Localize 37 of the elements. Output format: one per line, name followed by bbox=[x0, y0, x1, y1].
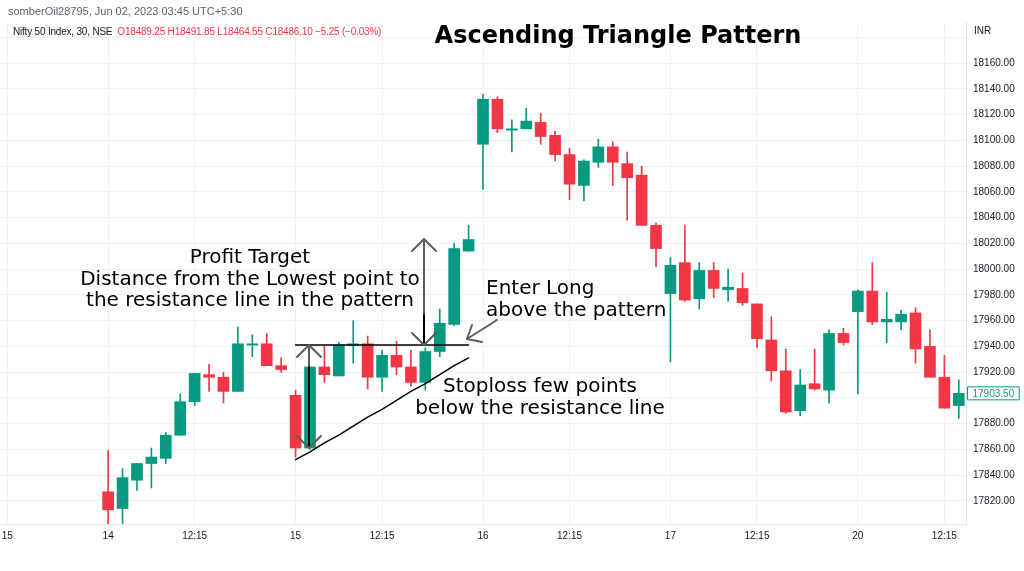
annotation: O18489.25 H18491.85 L18464.55 C18486.10 −5.25 (−0.03%) bbox=[117, 26, 382, 37]
text: 17903.50 bbox=[972, 387, 1015, 399]
y-tick-label: 18060.00 bbox=[973, 185, 1016, 197]
y-tick-label: 17860.00 bbox=[973, 443, 1016, 455]
annotation: Profit Target Distance from the Lowest point to the resistance line in the pattern bbox=[80, 244, 420, 312]
y-tick-label: 17820.00 bbox=[973, 494, 1016, 506]
y-tick-label: 17980.00 bbox=[973, 288, 1016, 300]
x-tick-label: 15 bbox=[1, 529, 14, 541]
y-tick-label: 18020.00 bbox=[973, 237, 1016, 249]
y-tick-label: 18000.00 bbox=[973, 262, 1016, 274]
y-tick-label: 18080.00 bbox=[973, 159, 1016, 171]
x-tick-label: 16 bbox=[477, 529, 489, 541]
y-tick-label: 17960.00 bbox=[973, 314, 1016, 326]
annotation: Stoploss few points below the resistance line bbox=[415, 373, 665, 419]
annotation: Enter Long above the pattern bbox=[486, 275, 667, 321]
x-tick-label: 12:15 bbox=[744, 529, 770, 541]
y-tick-label: 17920.00 bbox=[973, 365, 1016, 377]
x-tick-label: 12:15 bbox=[556, 529, 583, 541]
y-tick-label: 18040.00 bbox=[973, 211, 1016, 223]
x-tick-label: 12:15 bbox=[931, 529, 958, 541]
y-tick-label: 18160.00 bbox=[973, 56, 1016, 68]
chart-title: Ascending Triangle Pattern bbox=[434, 21, 802, 49]
x-tick-label: 20 bbox=[852, 529, 864, 541]
y-tick-label: 17840.00 bbox=[973, 468, 1016, 480]
x-tick-label: 15 bbox=[290, 529, 302, 541]
x-tick-label: 12:15 bbox=[182, 529, 208, 541]
y-tick-label: 18140.00 bbox=[973, 82, 1016, 94]
y-tick-label: 17940.00 bbox=[973, 340, 1016, 352]
y-axis-title: INR bbox=[974, 25, 992, 36]
x-tick-label: 14 bbox=[102, 529, 115, 541]
y-tick-label: 17880.00 bbox=[973, 417, 1016, 429]
x-tick-label: 12:15 bbox=[369, 529, 396, 541]
y-tick-label: 18100.00 bbox=[973, 134, 1016, 146]
x-tick-label: 17 bbox=[664, 529, 677, 541]
y-tick-label: 18120.00 bbox=[973, 108, 1016, 120]
chart-subtitle: Nifty 50 Index, 30, NSE bbox=[13, 26, 113, 37]
text: somberOil28795, Jun 02, 2023 03:45 UTC+5:30 bbox=[8, 5, 243, 17]
